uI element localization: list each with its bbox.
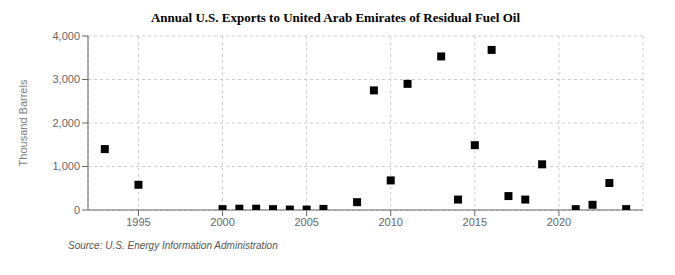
svg-text:0: 0 bbox=[74, 204, 80, 216]
svg-text:2005: 2005 bbox=[294, 216, 318, 228]
svg-text:1,000: 1,000 bbox=[52, 160, 80, 172]
svg-text:2020: 2020 bbox=[547, 216, 571, 228]
html-text:Annual U.S. Exports to United: Annual U.S. Exports to United Arab Emira… bbox=[151, 10, 520, 25]
html-text:Source: U.S. Energy Informatio: Source: U.S. Energy Information Administ… bbox=[68, 240, 278, 251]
svg-text:3,000: 3,000 bbox=[52, 73, 80, 85]
svg-text:2,000: 2,000 bbox=[52, 117, 80, 129]
svg-text:2010: 2010 bbox=[378, 216, 402, 228]
svg-text:2015: 2015 bbox=[463, 216, 487, 228]
svg-text:4,000: 4,000 bbox=[52, 30, 80, 42]
svg-text:2000: 2000 bbox=[210, 216, 234, 228]
svg-text:Thousand Barrels: Thousand Barrels bbox=[17, 79, 29, 166]
svg-text:1995: 1995 bbox=[126, 216, 150, 228]
